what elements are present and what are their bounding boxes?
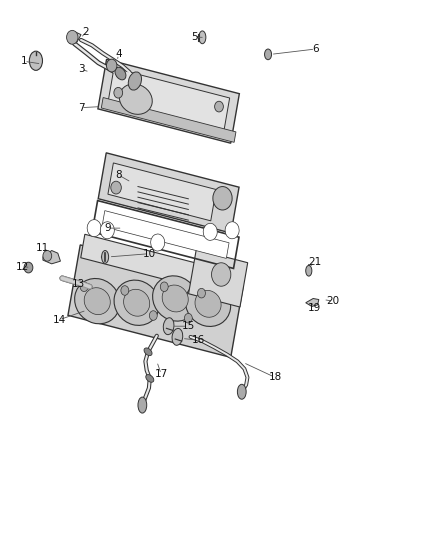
Text: 17: 17 <box>155 369 168 379</box>
Ellipse shape <box>265 49 272 60</box>
Polygon shape <box>108 68 230 134</box>
Polygon shape <box>101 98 236 142</box>
Polygon shape <box>68 245 243 358</box>
Ellipse shape <box>184 313 192 323</box>
Text: 13: 13 <box>71 279 85 288</box>
Polygon shape <box>98 59 239 143</box>
Text: 16: 16 <box>191 335 205 345</box>
Text: 11: 11 <box>36 244 49 253</box>
Text: 5: 5 <box>191 33 198 42</box>
Text: 20: 20 <box>326 296 339 306</box>
Ellipse shape <box>43 251 52 261</box>
Text: 8: 8 <box>115 170 122 180</box>
Polygon shape <box>306 298 319 306</box>
Ellipse shape <box>213 187 232 210</box>
Ellipse shape <box>74 279 120 324</box>
Ellipse shape <box>24 262 33 273</box>
Ellipse shape <box>172 328 183 345</box>
Polygon shape <box>81 235 244 298</box>
Ellipse shape <box>144 348 152 356</box>
Text: 6: 6 <box>312 44 319 54</box>
Ellipse shape <box>306 265 312 276</box>
Ellipse shape <box>80 282 88 292</box>
Text: 7: 7 <box>78 103 85 112</box>
Ellipse shape <box>237 384 246 399</box>
Polygon shape <box>108 163 216 221</box>
Ellipse shape <box>100 222 114 239</box>
Ellipse shape <box>212 263 231 286</box>
Text: 21: 21 <box>308 257 321 267</box>
Ellipse shape <box>160 282 168 292</box>
Ellipse shape <box>119 84 152 115</box>
Ellipse shape <box>185 281 231 326</box>
Ellipse shape <box>114 280 159 325</box>
Text: 14: 14 <box>53 315 66 325</box>
Ellipse shape <box>138 397 147 413</box>
Ellipse shape <box>199 31 206 44</box>
Text: 10: 10 <box>142 249 155 259</box>
Ellipse shape <box>67 30 78 44</box>
Text: 18: 18 <box>268 373 282 382</box>
Ellipse shape <box>124 289 150 316</box>
Ellipse shape <box>152 276 198 321</box>
Ellipse shape <box>115 67 126 80</box>
Text: 1: 1 <box>21 56 28 66</box>
Ellipse shape <box>162 285 188 312</box>
Ellipse shape <box>29 51 42 70</box>
Ellipse shape <box>225 222 239 239</box>
Ellipse shape <box>106 59 117 72</box>
Text: 12: 12 <box>16 262 29 271</box>
Ellipse shape <box>163 318 174 335</box>
Polygon shape <box>188 249 248 307</box>
Ellipse shape <box>146 375 154 382</box>
Ellipse shape <box>198 288 205 298</box>
Ellipse shape <box>121 286 129 295</box>
Text: 2: 2 <box>82 27 89 37</box>
Ellipse shape <box>203 223 217 240</box>
Ellipse shape <box>87 220 101 237</box>
Ellipse shape <box>149 311 157 320</box>
Ellipse shape <box>111 181 121 194</box>
Ellipse shape <box>215 101 223 112</box>
Ellipse shape <box>114 87 123 98</box>
Polygon shape <box>43 251 60 264</box>
Text: 3: 3 <box>78 64 85 74</box>
Ellipse shape <box>84 288 110 314</box>
Text: 15: 15 <box>182 321 195 331</box>
Polygon shape <box>68 32 81 44</box>
Ellipse shape <box>102 251 109 263</box>
Text: 9: 9 <box>104 223 111 233</box>
Ellipse shape <box>151 234 165 251</box>
Ellipse shape <box>128 72 141 90</box>
Polygon shape <box>102 211 229 259</box>
Text: 19: 19 <box>308 303 321 313</box>
Polygon shape <box>98 153 239 233</box>
Ellipse shape <box>195 290 221 317</box>
Text: 4: 4 <box>115 50 122 59</box>
